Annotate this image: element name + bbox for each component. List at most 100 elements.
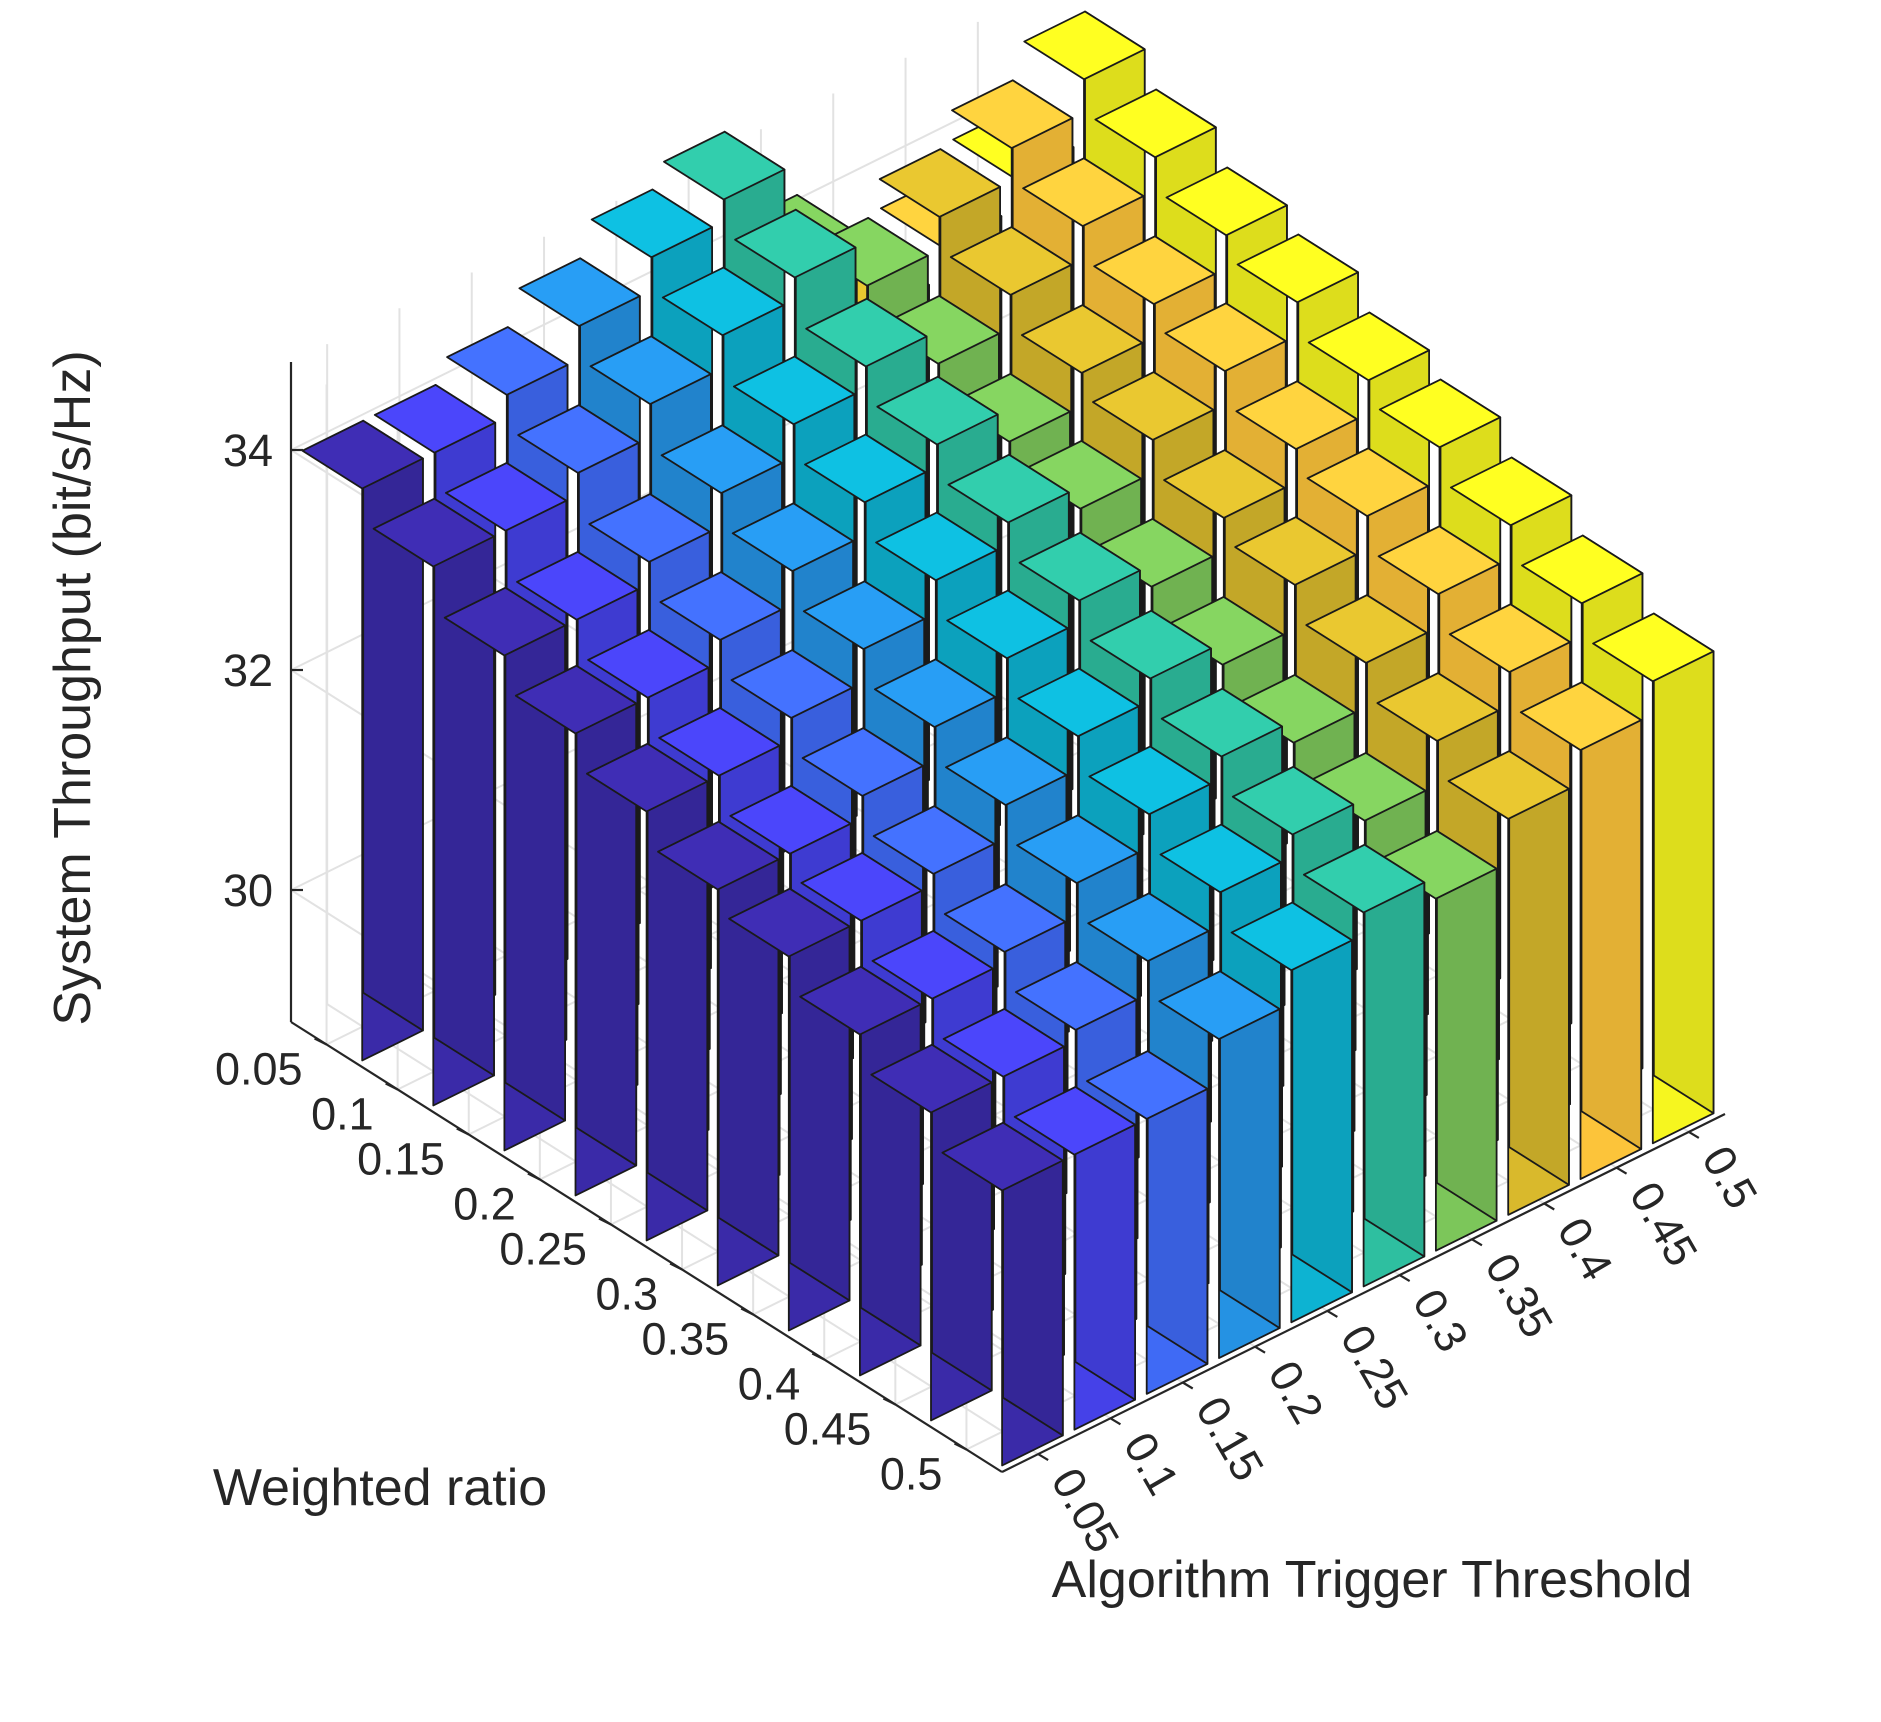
bar-top-face bbox=[373, 383, 497, 454]
bar-top-face bbox=[587, 629, 710, 699]
y-tick-label: 0.45 bbox=[784, 1404, 872, 1455]
bar-x0.2-y0.5 bbox=[1158, 970, 1281, 1359]
bar-top-face bbox=[876, 375, 999, 446]
bar-top-face bbox=[1086, 1050, 1209, 1120]
z-axis-title: System Throughput (bit/s/Hz) bbox=[44, 350, 102, 1025]
x-tick-label: 0.05 bbox=[1042, 1460, 1130, 1561]
x-tick bbox=[1109, 1417, 1122, 1426]
bar-x0.1-y0.5 bbox=[1013, 1086, 1136, 1431]
bar-x0.25-y0.5 bbox=[1230, 901, 1353, 1324]
bar-x0.05-y0.5 bbox=[941, 1121, 1064, 1467]
bar-x0.35-y0.5 bbox=[1375, 830, 1498, 1252]
bar-top-face bbox=[1230, 901, 1353, 972]
bar-top-face bbox=[872, 805, 995, 875]
bar-top-face bbox=[1235, 380, 1358, 451]
y-tick-label: 0.4 bbox=[738, 1359, 801, 1410]
bar-top-face bbox=[1015, 961, 1138, 1031]
bar-top-face bbox=[1018, 531, 1141, 602]
bar-top-face bbox=[946, 589, 1069, 660]
bar-top-face bbox=[870, 1043, 993, 1114]
bar-top-face bbox=[945, 736, 1068, 806]
bar-side-face bbox=[1652, 612, 1715, 1115]
bar-top-face bbox=[947, 453, 1070, 524]
bar-top-face bbox=[802, 580, 926, 650]
bar-top-face bbox=[1450, 456, 1573, 527]
bar-top-face bbox=[799, 965, 922, 1036]
x-tick bbox=[1037, 1453, 1049, 1462]
bar-top-face bbox=[1592, 612, 1715, 683]
bar-top-face bbox=[1022, 157, 1145, 228]
x-tick-label: 0.2 bbox=[1258, 1352, 1333, 1432]
bar-top-face bbox=[661, 266, 785, 337]
y-axis-title: Weighted ratio bbox=[213, 1459, 547, 1517]
y-tick bbox=[953, 1442, 967, 1451]
bar-top-face bbox=[871, 930, 994, 1000]
bar-top-face bbox=[1017, 667, 1140, 738]
bar-top-face bbox=[372, 497, 495, 568]
y-tick bbox=[740, 1307, 754, 1316]
bar-top-face bbox=[941, 1121, 1064, 1192]
bar-top-face bbox=[1165, 166, 1288, 237]
z-tick-label: 30 bbox=[223, 865, 273, 916]
y-tick bbox=[811, 1352, 825, 1361]
bar-top-face bbox=[1234, 516, 1357, 586]
x-tick-label: 0.25 bbox=[1331, 1316, 1419, 1417]
bar-side-face bbox=[433, 497, 495, 1077]
bar-top-face bbox=[590, 188, 713, 259]
bar-top-face bbox=[1158, 970, 1281, 1040]
bar-x0.05-y0.25 bbox=[586, 742, 709, 1242]
bar-top-face bbox=[1159, 823, 1282, 894]
bar-top-face bbox=[1013, 1086, 1136, 1156]
x-tick bbox=[1399, 1274, 1411, 1283]
bar-x0.05-y0.15 bbox=[443, 586, 566, 1152]
bar-side-face bbox=[1508, 750, 1570, 1186]
y-tick bbox=[456, 1127, 470, 1136]
bar-top-face bbox=[734, 208, 857, 279]
x-tick bbox=[1615, 1166, 1628, 1175]
bar-top-face bbox=[878, 148, 1001, 218]
bar-top-face bbox=[805, 297, 928, 368]
x-axis-line bbox=[1001, 1113, 1726, 1473]
x-tick-label: 0.35 bbox=[1475, 1245, 1563, 1346]
bars-layer bbox=[301, 10, 1715, 1467]
x-tick-label: 0.1 bbox=[1114, 1424, 1189, 1504]
x-tick bbox=[1543, 1202, 1555, 1211]
bar-side-face bbox=[646, 742, 709, 1212]
bar-top-face bbox=[1094, 88, 1217, 159]
bar-top-face bbox=[1023, 10, 1146, 81]
bar-x0.3-y0.5 bbox=[1303, 843, 1426, 1288]
bar-top-face bbox=[730, 649, 853, 719]
bar-top-face bbox=[1519, 681, 1643, 751]
bar-top-face bbox=[657, 820, 780, 891]
y-tick-label: 0.15 bbox=[357, 1134, 445, 1185]
x-tick-label: 0.5 bbox=[1692, 1137, 1767, 1217]
y-tick-label: 0.35 bbox=[642, 1314, 730, 1365]
x-tick bbox=[1688, 1130, 1700, 1139]
x-tick-label: 0.15 bbox=[1186, 1388, 1274, 1489]
y-tick bbox=[882, 1397, 896, 1406]
z-tick-label: 32 bbox=[223, 645, 273, 696]
bar-side-face bbox=[1580, 681, 1643, 1150]
bar-top-face bbox=[875, 511, 998, 582]
bar-x0.05-y0.1 bbox=[372, 497, 495, 1107]
bar-top-face bbox=[1303, 843, 1426, 914]
bar-top-face bbox=[586, 742, 709, 813]
bar-x0.5-y0.5 bbox=[1592, 612, 1715, 1145]
bar-top-face bbox=[1236, 233, 1359, 304]
bar-top-face bbox=[446, 326, 569, 396]
bar-top-face bbox=[518, 257, 641, 328]
bar-top-face bbox=[1376, 672, 1499, 742]
y-tick bbox=[314, 1037, 328, 1046]
bar-top-face bbox=[728, 887, 851, 958]
y-tick-label: 0.3 bbox=[595, 1269, 658, 1320]
bar-top-face bbox=[1087, 892, 1210, 962]
bar-top-face bbox=[301, 419, 424, 490]
bar-side-face bbox=[717, 820, 780, 1257]
bar-top-face bbox=[516, 551, 639, 621]
bar-x0.45-y0.5 bbox=[1519, 681, 1643, 1180]
bar-top-face bbox=[443, 586, 566, 657]
y-tick bbox=[598, 1217, 612, 1226]
bar-x0.4-y0.5 bbox=[1447, 750, 1570, 1216]
x-tick-label: 0.45 bbox=[1620, 1173, 1708, 1274]
bar-top-face bbox=[1305, 594, 1428, 664]
